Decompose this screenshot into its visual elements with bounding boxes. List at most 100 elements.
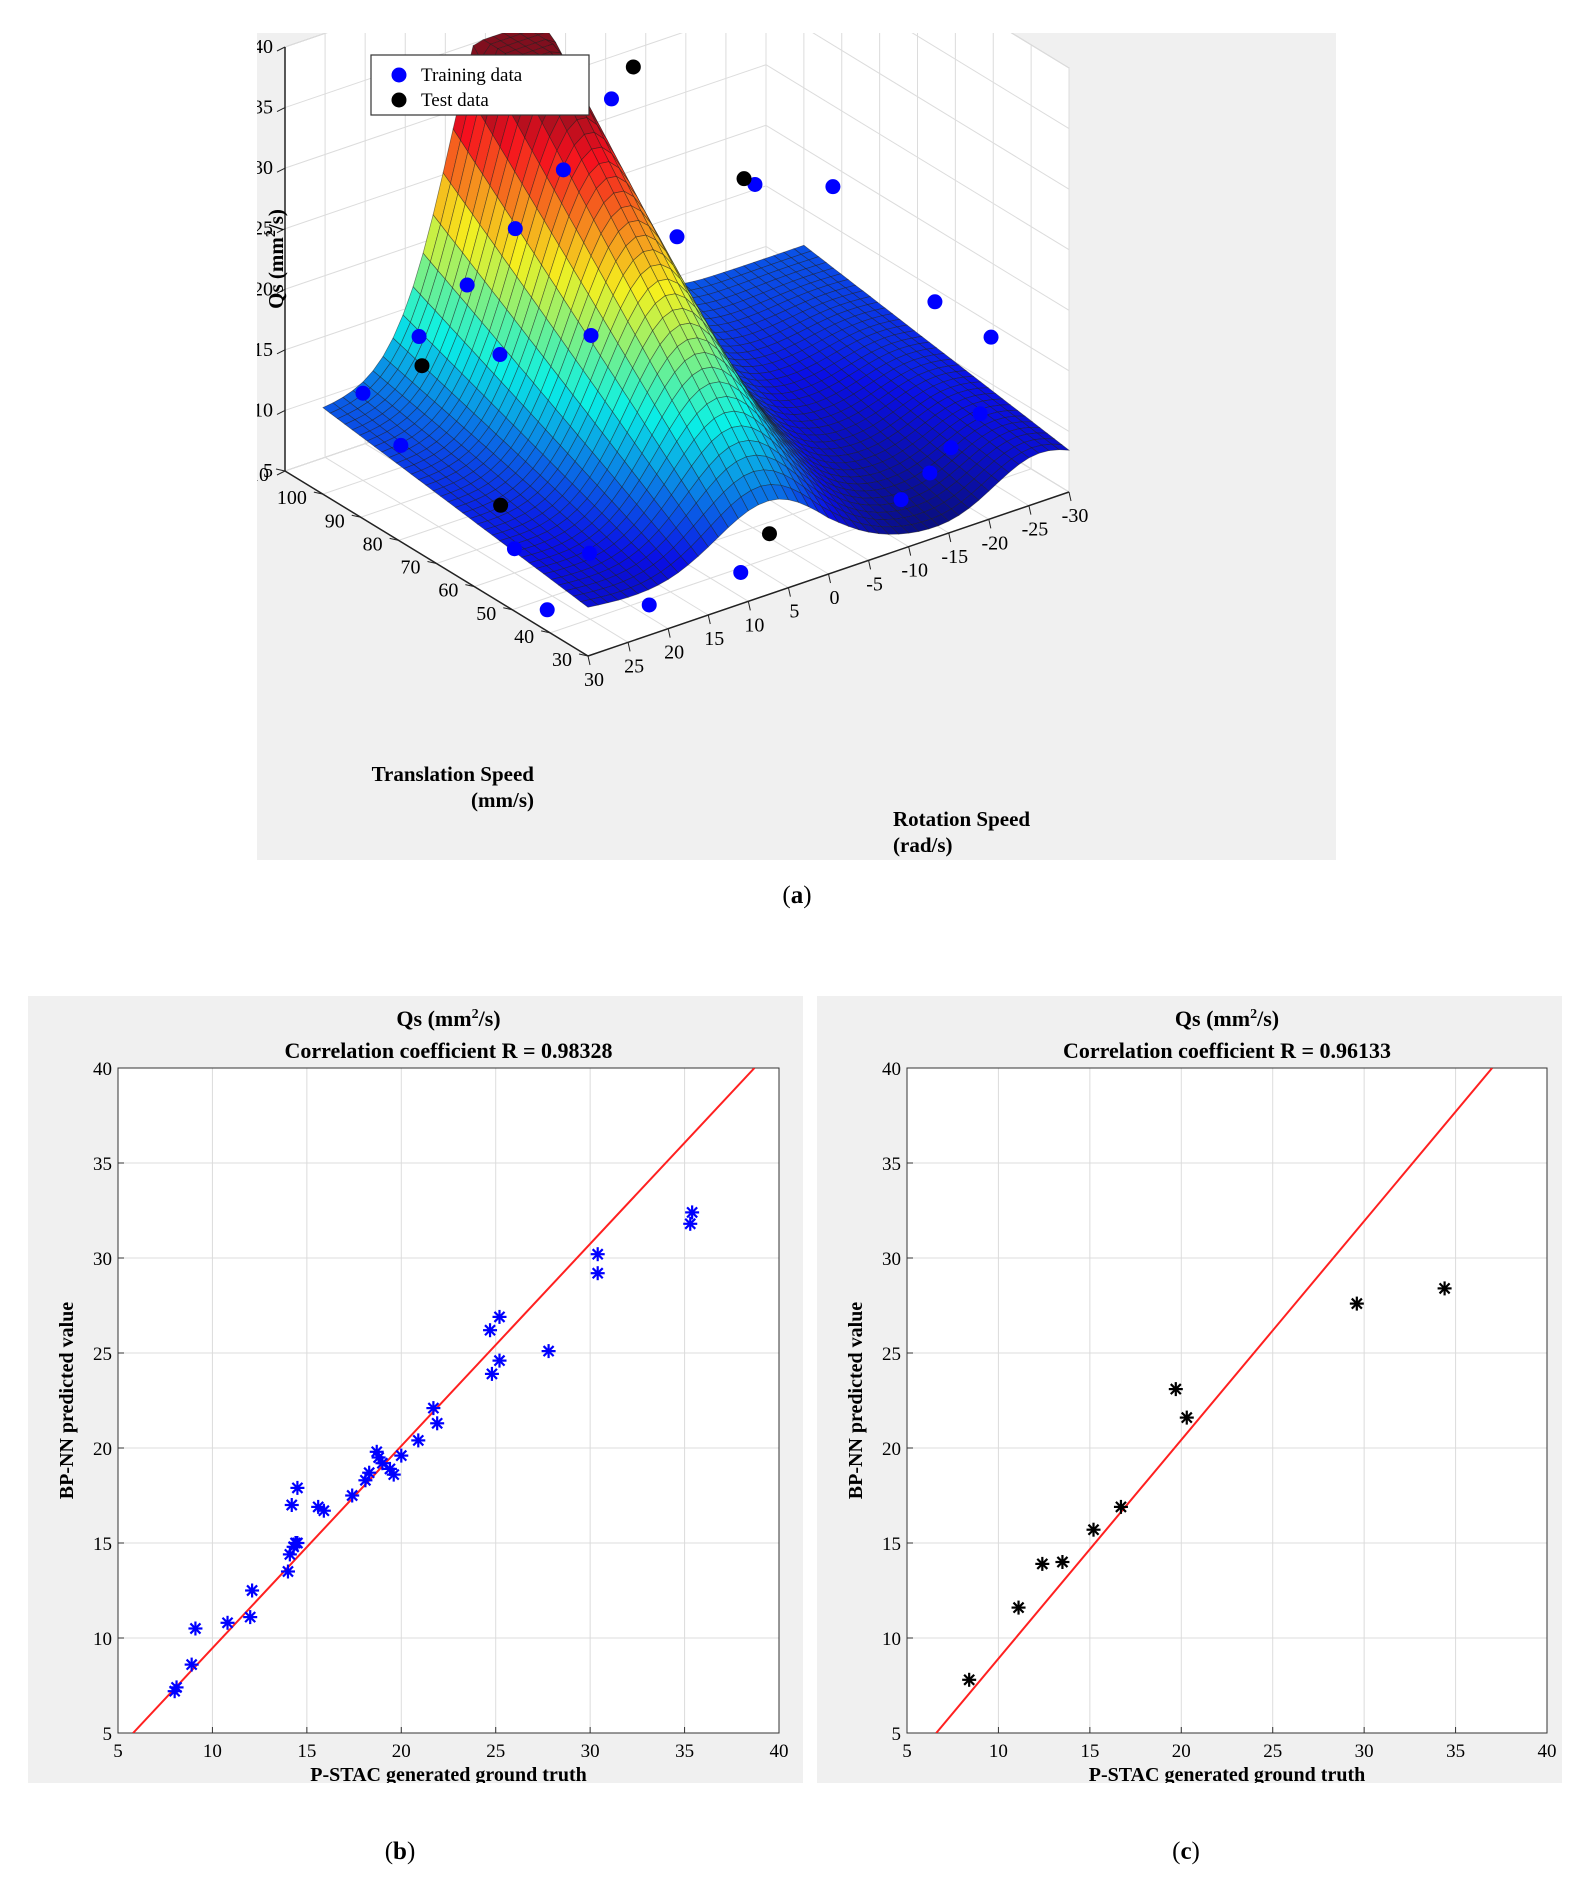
data-point [169,1680,184,1695]
rotation-tick-label: 5 [789,601,799,623]
rotation-tick-label: -5 [866,573,883,595]
data-point [362,1465,377,1480]
rotation-tick-label: -15 [941,546,968,568]
z-tick-label: 25 [257,218,273,240]
plot-area [118,1068,779,1733]
translation-tick [275,468,286,472]
y-tick-label: 5 [892,1724,902,1745]
training-point [943,440,959,456]
x-tick-label: 25 [486,1741,505,1762]
plot-frame [117,1067,780,1734]
x-tick-label: 30 [581,1741,600,1762]
rotation-tick-label: 0 [830,587,840,609]
translation-tick-label: 80 [363,533,383,555]
rotation-tick [587,655,591,666]
scatter-chart-training: 5 10 15 20 25 30 35 40 5 10 15 20 25 30 35 40 Qs (mm2/s)… [56,1006,789,1786]
rotation-tick [627,642,631,652]
translation-tick [465,584,475,588]
chart-title: Qs (mm2/s) [1175,1006,1279,1031]
data-points [167,1205,700,1699]
x-axis-label: P-STAC generated ground truth [310,1764,586,1783]
training-point [669,229,685,245]
data-point [590,1266,605,1281]
x-tick-label: 5 [902,1741,912,1762]
x-axis-label: P-STAC generated ground truth [1089,1764,1365,1783]
surface-panel: 5 10 15 20 25 30 35 40 Qs (mm2/s) 30 40 50 60 70 80 90 1… [240,0,1336,860]
y-tick-label: 40 [882,1059,901,1080]
training-point [539,602,555,618]
caption-a: (a) [782,882,812,909]
legend-label: Test data [421,90,489,111]
data-point [1011,1600,1026,1615]
z-tick [276,288,286,294]
rotation-tick [908,546,912,556]
rotation-tick-label: 15 [704,628,724,650]
caption-b: (b) [384,1838,416,1865]
training-point [459,277,475,293]
chart-title: Qs (mm2/s) [396,1006,500,1031]
side-gridline [765,124,1070,311]
training-point [983,329,999,345]
y-tick-label: 5 [103,1724,113,1745]
chart-subtitle: Correlation coefficient R = 0.98328 [285,1038,613,1063]
training-point [922,465,938,481]
rotation-tick [667,628,671,638]
translation-tick [503,607,513,611]
z-tick-label: 10 [257,399,273,421]
x-tick-label: 40 [770,1741,789,1762]
training-point [893,492,909,508]
training-point [355,385,371,401]
y-tick-label: 30 [882,1249,901,1270]
rotation-tick-label: -25 [1022,519,1049,541]
data-point [483,1323,498,1338]
y-tick-label: 35 [93,1154,112,1175]
translation-tick-label: 110 [257,464,269,486]
legend-marker [391,67,407,83]
training-point [411,329,427,345]
translation-tick [578,653,589,657]
z-tick [276,470,286,476]
data-point [411,1433,426,1448]
translation-axis-label: Translation Speed [372,762,535,786]
surface-points [355,13,999,618]
rotation-tick-label: 30 [584,669,604,691]
y-tick-label: 15 [882,1534,901,1555]
y-axis-label: BP-NN predicted value [56,1302,78,1500]
x-tick-label: 25 [1263,1741,1282,1762]
data-point [426,1401,441,1416]
y-tick-label: 20 [882,1439,901,1460]
x-tick-label: 20 [392,1741,411,1762]
legend-marker [391,92,407,108]
data-point [590,1247,605,1262]
z-tick [276,228,286,234]
caption-c: (c) [1172,1838,1200,1865]
rotation-axis-label: Rotation Speed [893,807,1030,831]
rotation-tick [747,601,751,611]
rotation-tick-label: -20 [981,532,1008,554]
data-point [316,1503,331,1518]
x-tick-label: 10 [989,1741,1008,1762]
translation-tick-label: 30 [552,649,572,671]
z-tick [276,167,286,173]
data-point [492,1353,507,1368]
z-tick-label: 35 [257,97,273,119]
data-point [245,1583,260,1598]
translation-tick-label: 40 [514,626,534,648]
y-axis-label: BP-NN predicted value [845,1302,867,1500]
x-tick-label: 40 [1538,1741,1557,1762]
z-tick-label: 15 [257,339,273,361]
y-tick-label: 10 [93,1629,112,1650]
data-point [1168,1382,1183,1397]
data-point [1179,1410,1194,1425]
rotation-tick [868,560,872,570]
data-point [1113,1499,1128,1514]
rotation-axis-unit: (rad/s) [893,833,953,857]
data-point [220,1615,235,1630]
translation-tick-label: 60 [438,580,458,602]
scatter-panel-test: 5 10 15 20 25 30 35 40 5 10 15 20 25 30 35 40 Qs (mm2/s)… [817,996,1562,1786]
x-tick-label: 30 [1355,1741,1374,1762]
z-tick-label: 5 [263,460,273,482]
z-tick-label: 30 [257,157,273,179]
side-gridline [765,64,1070,251]
training-point [555,162,571,178]
